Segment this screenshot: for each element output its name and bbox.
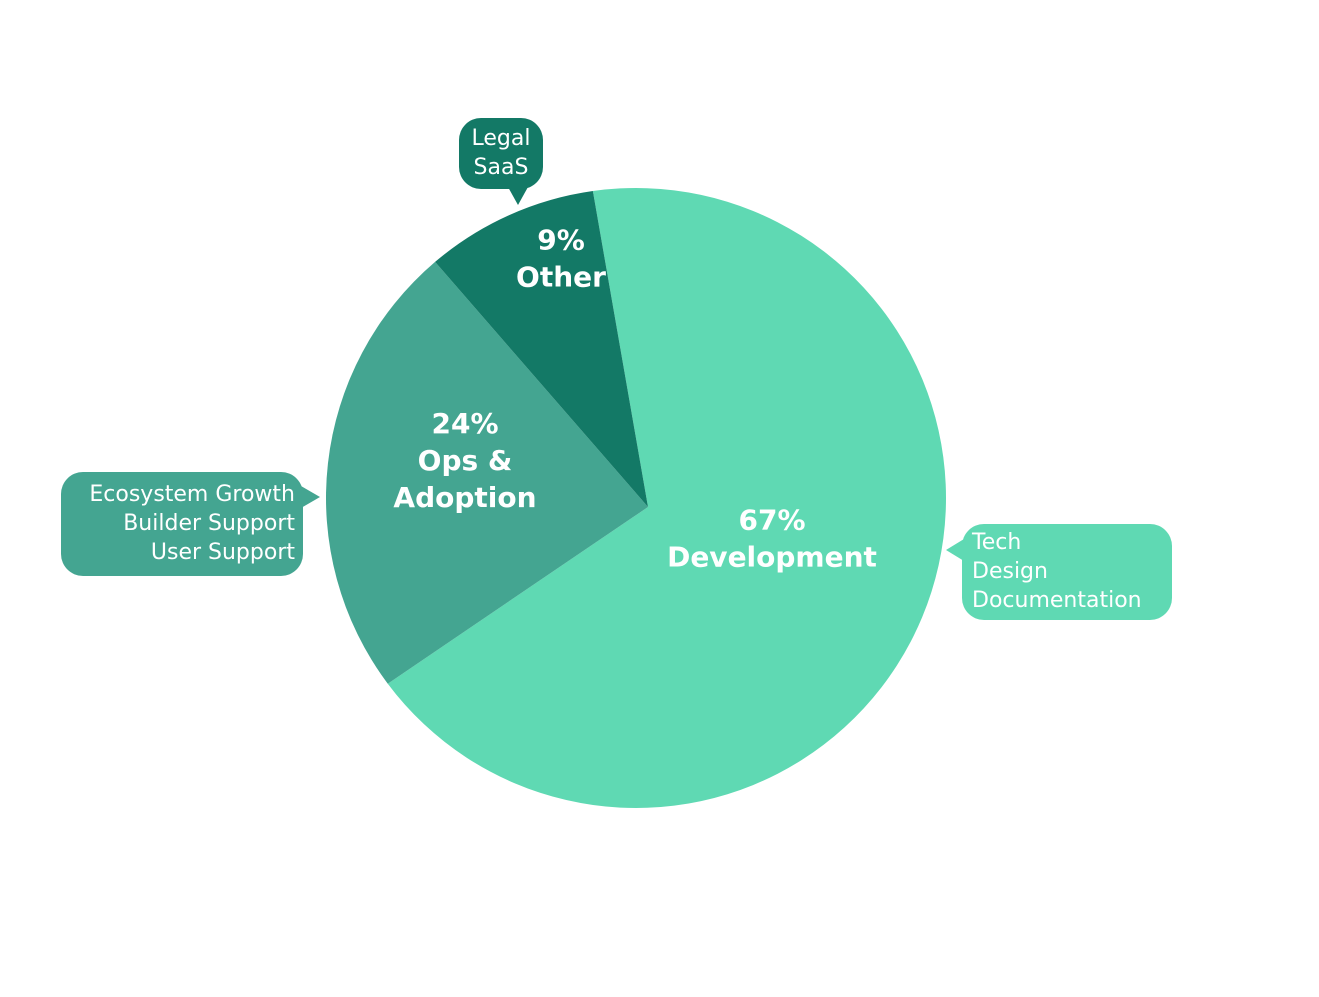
callout-bubble xyxy=(962,524,1172,620)
slice-percent-label: 24% xyxy=(431,407,498,440)
callout-item: Ecosystem Growth xyxy=(89,482,295,507)
callout-pointer xyxy=(508,187,528,205)
slice-labels: 67% Development 24% Ops & Adoption 9% Other xyxy=(393,224,877,574)
callout-bubble xyxy=(61,472,303,576)
callout-other: Legal SaaS xyxy=(459,118,543,205)
callout-item: Tech xyxy=(971,530,1021,555)
pie-slice-development xyxy=(387,187,946,808)
slice-name-label: Ops & xyxy=(418,444,513,477)
callout-ops-adoption: Ecosystem Growth Builder Support User Supp… xyxy=(61,472,320,576)
callouts: Tech Design Documentation Ecosystem Growth B… xyxy=(61,118,1172,620)
slice-name-label: Other xyxy=(516,261,606,294)
callout-development: Tech Design Documentation xyxy=(946,524,1172,620)
callout-item: User Support xyxy=(151,540,295,565)
callout-bubble xyxy=(459,118,543,189)
pie-slice-other xyxy=(435,191,648,507)
slice-percent-label: 67% xyxy=(738,504,805,537)
pie-slices xyxy=(325,187,946,808)
slice-name-label: Adoption xyxy=(393,481,536,514)
callout-item: Documentation xyxy=(972,588,1142,613)
callout-pointer xyxy=(301,486,320,508)
callout-pointer xyxy=(946,539,964,561)
callout-item: Builder Support xyxy=(123,511,295,536)
pie-slice-ops-adoption xyxy=(325,261,648,684)
callout-item: Design xyxy=(972,559,1048,584)
slice-percent-label: 9% xyxy=(537,224,585,257)
slice-name-label: Development xyxy=(667,541,877,574)
callout-item: Legal xyxy=(472,126,531,151)
callout-item: SaaS xyxy=(474,155,529,180)
